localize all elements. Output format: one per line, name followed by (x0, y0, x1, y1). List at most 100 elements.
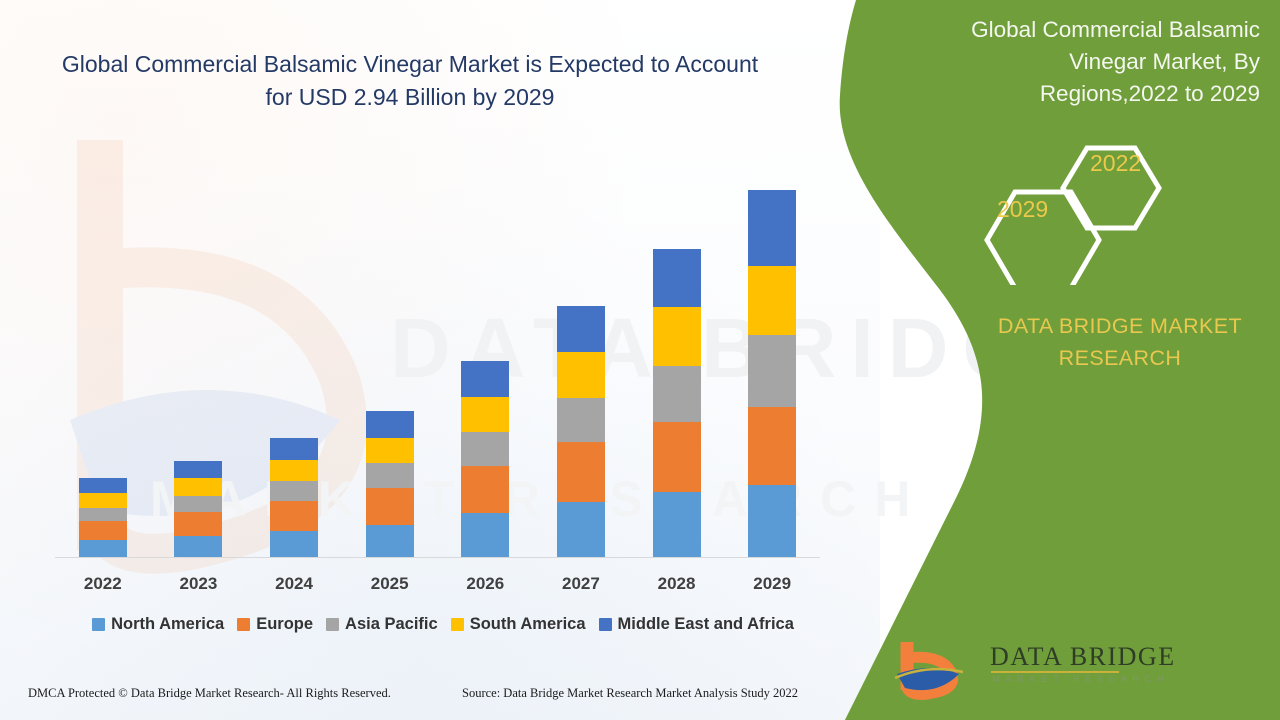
bar-column (629, 170, 724, 557)
x-axis-tick-label: 2022 (83, 574, 122, 593)
stacked-bar (556, 306, 605, 557)
bar-segment (556, 352, 605, 399)
data-bridge-logo: DATA BRIDGE MARKET RESEARCH (893, 638, 1223, 700)
brand-name: DATA BRIDGE MARKET RESEARCH (997, 314, 1243, 370)
x-axis-line (55, 557, 820, 558)
legend-item[interactable]: Europe (237, 615, 313, 634)
legend-item[interactable]: North America (92, 615, 224, 634)
legend-swatch-icon (598, 618, 612, 631)
x-axis-tick-label: 2027 (562, 574, 600, 593)
logo-mark-icon (894, 642, 964, 700)
legend-swatch-icon (92, 618, 106, 631)
bar-segment (174, 460, 223, 479)
bar-column (151, 170, 246, 557)
x-axis-tick-label: 2024 (275, 574, 313, 593)
legend-label: Middle East and Africa (617, 615, 794, 633)
bar-segment (748, 484, 797, 557)
x-axis-tick-label: 2023 (179, 574, 218, 593)
bar-segment (365, 488, 414, 525)
x-axis-tick-label: 2029 (753, 574, 792, 593)
bar-segment (461, 397, 510, 433)
bar-segment (748, 266, 797, 335)
stacked-bar-chart (55, 170, 820, 557)
chart-legend: North America Europe Asia Pacific South Ame… (48, 615, 838, 634)
bar-segment (652, 422, 701, 493)
x-axis-labels: 2022 2023 2024 2025 2026 2027 2028 2029 (55, 574, 820, 600)
bar-segment (461, 465, 510, 514)
bar-segment (365, 438, 414, 464)
bar-segment (556, 442, 605, 503)
bar-segment (652, 492, 701, 557)
bar-column (725, 170, 820, 557)
bar-column (533, 170, 628, 557)
bar-segment (78, 520, 127, 540)
bar-segment (270, 530, 319, 557)
left-panel-background (0, 0, 880, 720)
bar-segment (270, 480, 319, 501)
bar-segment (78, 478, 127, 494)
bar-column (438, 170, 533, 557)
hexagon-2022-icon (1060, 145, 1162, 231)
bar-segment (461, 432, 510, 466)
bar-segment (78, 508, 127, 521)
legend-swatch-icon (450, 618, 464, 631)
stacked-bar (748, 190, 797, 557)
stacked-bar (652, 248, 701, 557)
bar-segment (174, 512, 223, 536)
logo-tagline: MARKET RESEARCH (992, 674, 1170, 685)
bar-segment (748, 334, 797, 408)
bar-segment (78, 539, 127, 557)
bar-segment (748, 407, 797, 485)
hexagon-badges: 2029 2022 (975, 140, 1190, 291)
hexagon-2029-label: 2029 (997, 196, 1049, 222)
stacked-bar (365, 410, 414, 557)
bar-segment (365, 524, 414, 557)
bar-segment (652, 366, 701, 423)
legend-swatch-icon (237, 618, 251, 631)
panel-title: Global Commercial Balsamic Vinegar Marke… (971, 17, 1260, 106)
logo-wordmark: DATA BRIDGE (990, 642, 1176, 671)
chart-title: Global Commercial Balsamic Vinegar Marke… (61, 51, 759, 110)
legend-item[interactable]: Asia Pacific (326, 615, 438, 634)
bar-column (342, 170, 437, 557)
hexagon-2022-label: 2022 (1090, 150, 1142, 176)
bar-segment (556, 398, 605, 443)
bar-column (55, 170, 150, 557)
bar-segment (556, 306, 605, 353)
stacked-bar (78, 478, 127, 557)
bar-column (247, 170, 342, 557)
bar-segment (270, 500, 319, 531)
stacked-bar (174, 460, 223, 557)
footer: DMCA Protected © Data Bridge Market Rese… (0, 682, 880, 712)
legend-label: North America (111, 615, 225, 633)
bar-segment (270, 438, 319, 460)
footer-source: Source: Data Bridge Market Research Mark… (462, 686, 799, 700)
x-axis-tick-label: 2028 (657, 574, 696, 593)
legend-label: South America (469, 615, 586, 633)
legend-item[interactable]: South America (450, 615, 586, 634)
bar-segment (174, 478, 223, 496)
bar-segment (78, 493, 127, 509)
bar-segment (174, 495, 223, 513)
bar-segment (556, 502, 605, 557)
bar-segment (365, 410, 414, 439)
legend-swatch-icon (326, 618, 340, 631)
bar-segment (174, 535, 223, 557)
x-axis-tick-label: 2025 (370, 574, 409, 593)
stacked-bar (461, 361, 510, 557)
bar-segment (748, 190, 797, 267)
bar-segment (652, 248, 701, 308)
stacked-bar (270, 438, 319, 557)
logo-divider (991, 671, 1119, 673)
legend-label: Europe (256, 615, 314, 633)
x-axis-tick-label: 2026 (466, 574, 505, 593)
footer-copyright: DMCA Protected © Data Bridge Market Rese… (28, 686, 391, 700)
bar-segment (461, 513, 510, 557)
bar-segment (652, 307, 701, 367)
bar-segment (365, 463, 414, 489)
legend-item[interactable]: Middle East and Africa (598, 615, 794, 634)
legend-label: Asia Pacific (345, 615, 438, 633)
bar-segment (270, 459, 319, 481)
bar-segment (461, 361, 510, 398)
